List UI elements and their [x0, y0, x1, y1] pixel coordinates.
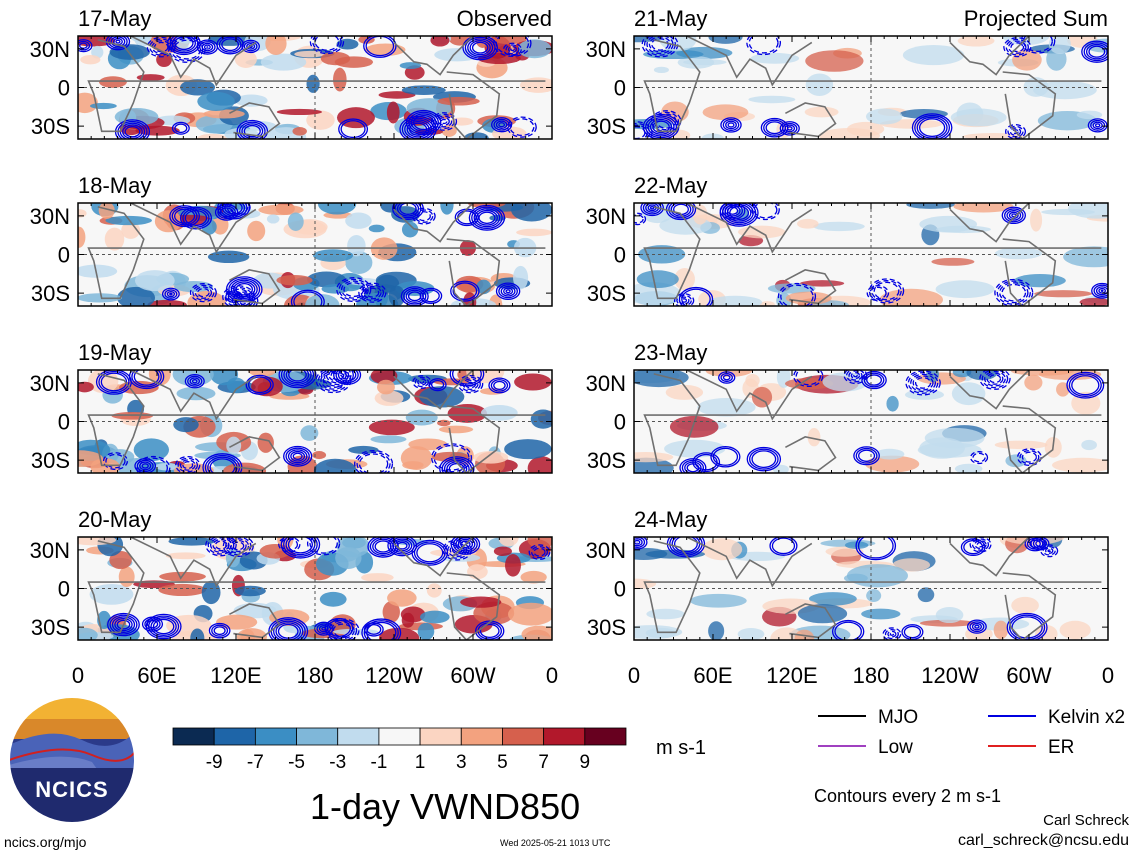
y-tick-label: 0: [614, 243, 626, 268]
map-panel: 30N 0 30S 23-May: [586, 340, 1109, 474]
y-tick-label: 30N: [586, 371, 626, 396]
colorbar-swatch: [419, 727, 462, 746]
panel-date: 24-May: [634, 507, 707, 532]
y-tick-label: 30S: [31, 615, 70, 640]
panel-date: 20-May: [78, 507, 151, 532]
panel-date: 23-May: [634, 340, 707, 365]
x-tick-label: 0: [1102, 663, 1114, 688]
legend-label: MJO: [878, 707, 918, 728]
colorbar-swatch: [584, 727, 627, 746]
y-tick-label: 30N: [30, 204, 70, 229]
x-tick-label: 120W: [921, 663, 979, 688]
y-tick-label: 30N: [586, 204, 626, 229]
x-tick-label: 60W: [450, 663, 495, 688]
colorbar-tick: -1: [370, 752, 387, 773]
x-tick-label: 0: [546, 663, 558, 688]
figure-title: 1-day VWND850: [310, 786, 581, 827]
colorbar-swatch: [172, 727, 215, 746]
contour-legend: MJO Kelvin x2 Low ER: [818, 707, 1125, 758]
map-panel: 30N 0 30S 18-May: [30, 173, 553, 307]
legend-label: Low: [878, 737, 913, 758]
colorbar-tick: -3: [329, 752, 346, 773]
colorbar-tick: 1: [415, 752, 426, 773]
site-link[interactable]: ncics.org/mjo: [4, 834, 87, 850]
author-email: carl_schreck@ncsu.edu: [958, 832, 1129, 849]
column-title: Observed: [457, 6, 552, 31]
colorbar-swatch: [378, 727, 421, 746]
x-tick-label: 0: [628, 663, 640, 688]
y-tick-label: 30S: [587, 448, 626, 473]
colorbar-swatch: [460, 727, 503, 746]
y-tick-label: 30S: [587, 615, 626, 640]
legend-label: ER: [1048, 737, 1074, 758]
y-tick-label: 30S: [31, 281, 70, 306]
x-tick-label: 180: [853, 663, 890, 688]
map-panel: 30N 0 30S 20-May: [30, 507, 553, 641]
timestamp: Wed 2025-05-21 1013 UTC: [500, 838, 611, 848]
x-tick-label: 120E: [210, 663, 261, 688]
panel-date: 17-May: [78, 6, 151, 31]
colorbar-swatch: [337, 727, 380, 746]
colorbar-tick: 5: [497, 752, 508, 773]
map-panels: 30N030S17-May30N030S18-May30N030S19-May3…: [30, 6, 1109, 641]
y-tick-label: 0: [58, 76, 70, 101]
colorbar-swatch: [254, 727, 297, 746]
y-tick-label: 0: [614, 410, 626, 435]
colorbar-tick: 9: [580, 752, 591, 773]
y-tick-label: 0: [58, 577, 70, 602]
ncics-logo: NCICS: [8, 696, 136, 824]
x-tick-label: 60E: [137, 663, 176, 688]
colorbar-tick: -9: [206, 752, 223, 773]
author-name: Carl Schreck: [1043, 812, 1129, 829]
x-tick-label: 180: [297, 663, 334, 688]
x-tick-label: 60W: [1006, 663, 1051, 688]
y-tick-label: 30N: [30, 371, 70, 396]
y-tick-label: 30S: [587, 114, 626, 139]
x-axis-labels: 0 60E 120E 180 120W 60W 0 0 60E 120E 180 120W 60W 0: [72, 663, 1114, 688]
contour-note: Contours every 2 m s-1: [814, 786, 1002, 806]
map-panel: 30N 0 30S 17-May: [30, 6, 553, 140]
map-panel: 30N 0 30S 24-May: [586, 507, 1109, 641]
map-panel: 30N 0 30S 19-May: [30, 340, 553, 474]
y-tick-label: 0: [58, 410, 70, 435]
colorbar-tick: -5: [288, 752, 305, 773]
colorbar-swatch: [213, 727, 256, 746]
y-tick-label: 0: [58, 243, 70, 268]
column-title: Projected Sum: [964, 6, 1108, 31]
x-tick-label: 120E: [766, 663, 817, 688]
panel-date: 18-May: [78, 173, 151, 198]
logo-text: NCICS: [35, 777, 108, 802]
y-tick-label: 30N: [30, 538, 70, 563]
x-tick-label: 120W: [365, 663, 423, 688]
y-tick-label: 30S: [31, 448, 70, 473]
y-tick-label: 30N: [586, 538, 626, 563]
y-tick-label: 30N: [586, 37, 626, 62]
units-label: m s-1: [656, 737, 706, 759]
map-panel: 30N 0 30S 21-May: [586, 6, 1109, 140]
panel-date: 19-May: [78, 340, 151, 365]
y-tick-label: 30S: [31, 114, 70, 139]
y-tick-label: 0: [614, 76, 626, 101]
colorbar-tick: -7: [247, 752, 264, 773]
y-tick-label: 0: [614, 577, 626, 602]
map-panel: 30N 0 30S 22-May: [586, 173, 1109, 307]
colorbar-tick: 7: [538, 752, 549, 773]
y-tick-label: 30S: [587, 281, 626, 306]
x-tick-label: 60E: [693, 663, 732, 688]
legend-label: Kelvin x2: [1048, 707, 1125, 728]
x-tick-label: 0: [72, 663, 84, 688]
colorbar-swatch: [296, 727, 339, 746]
colorbar-tick: 3: [456, 752, 467, 773]
panel-date: 21-May: [634, 6, 707, 31]
panel-date: 22-May: [634, 173, 707, 198]
colorbar: -9 -7 -5 -3 -1 1 3 5 7 9: [172, 727, 627, 773]
y-tick-label: 30N: [30, 37, 70, 62]
colorbar-swatch: [502, 727, 545, 746]
colorbar-swatch: [543, 727, 586, 746]
